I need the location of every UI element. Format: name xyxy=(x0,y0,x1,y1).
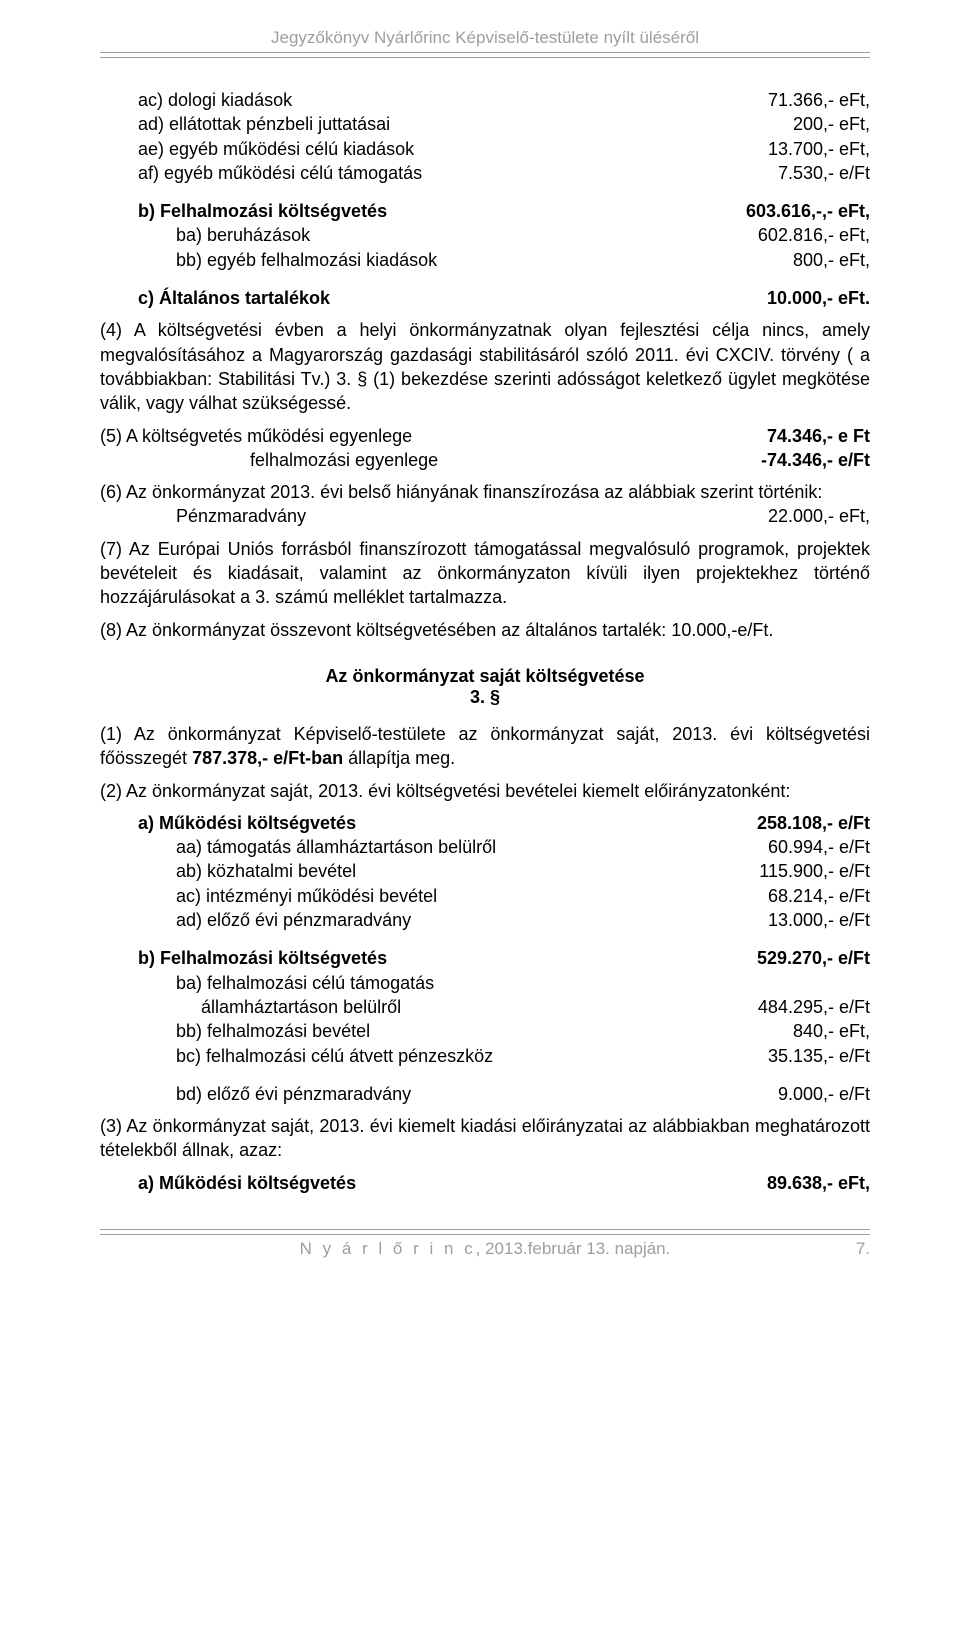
footer-date: , 2013.február 13. napján. xyxy=(476,1239,671,1258)
row-value: 115.900,- e/Ft xyxy=(759,859,870,883)
paragraph-4: (4) A költségvetési évben a helyi önkorm… xyxy=(100,318,870,415)
row-value: 74.346,- e Ft xyxy=(767,424,870,448)
row-value: 60.994,- e/Ft xyxy=(768,835,870,859)
row-label: c) Általános tartalékok xyxy=(138,286,330,310)
footer: N y á r l ő r i n c, 2013.február 13. na… xyxy=(100,1229,870,1259)
s1-amount: 787.378,- e/Ft-ban xyxy=(192,748,343,768)
s2-b-rows: ba) felhalmozási célú támogatás államház… xyxy=(100,971,870,1068)
row-value: -74.346,- e/Ft xyxy=(761,448,870,472)
header-divider xyxy=(100,52,870,58)
row-6-penzmaradvany: Pénzmaradvány 22.000,- eFt, xyxy=(100,504,870,528)
s2-a-header: a) Működési költségvetés 258.108,- e/Ft xyxy=(100,811,870,835)
row-label: ad) előző évi pénzmaradvány xyxy=(176,908,411,932)
s2-b-header: b) Felhalmozási költségvetés 529.270,- e… xyxy=(100,946,870,970)
row-label: felhalmozási egyenlege xyxy=(250,448,438,472)
row-label: ba) felhalmozási célú támogatás xyxy=(176,971,434,995)
section-number: 3. § xyxy=(100,687,870,708)
row-label: Pénzmaradvány xyxy=(176,504,306,528)
row-value: 13.700,- eFt, xyxy=(768,137,870,161)
row-value: 529.270,- e/Ft xyxy=(757,946,870,970)
row-value: 71.366,- eFt, xyxy=(768,88,870,112)
row-label: (5) A költségvetés működési egyenlege xyxy=(100,424,412,448)
b-felhalmozasi-header: b) Felhalmozási költségvetés 603.616,-,-… xyxy=(100,199,870,223)
paragraph-s2: (2) Az önkormányzat saját, 2013. évi köl… xyxy=(100,779,870,803)
paragraph-8: (8) Az önkormányzat összevont költségvet… xyxy=(100,618,870,642)
row-value: 10.000,- eFt. xyxy=(767,286,870,310)
row-label: b) Felhalmozási költségvetés xyxy=(138,946,387,970)
s1-text-c: állapítja meg. xyxy=(343,748,455,768)
cost-block-ac-af: ac) dologi kiadások 71.366,- eFt, ad) ell… xyxy=(100,88,870,185)
s3-a-header: a) Működési költségvetés 89.638,- eFt, xyxy=(100,1171,870,1195)
row-label: bc) felhalmozási célú átvett pénzeszköz xyxy=(176,1044,493,1068)
paragraph-7: (7) Az Európai Uniós forrásból finanszír… xyxy=(100,537,870,610)
row-5: (5) A költségvetés működési egyenlege 74… xyxy=(100,424,870,448)
row-value: 484.295,- e/Ft xyxy=(758,995,870,1019)
row-label: ba) beruházások xyxy=(176,223,310,247)
row-label: ac) dologi kiadások xyxy=(138,88,292,112)
footer-center: N y á r l ő r i n c, 2013.február 13. na… xyxy=(140,1239,830,1259)
row-label: aa) támogatás államháztartáson belülről xyxy=(176,835,496,859)
row-value: 602.816,- eFt, xyxy=(758,223,870,247)
row-value: 800,- eFt, xyxy=(793,248,870,272)
footer-town-name: N y á r l ő r i n c xyxy=(300,1239,476,1258)
row-value: 603.616,-,- eFt, xyxy=(746,199,870,223)
paragraph-s1: (1) Az önkormányzat Képviselő-testülete … xyxy=(100,722,870,771)
c-altalanos-row: c) Általános tartalékok 10.000,- eFt. xyxy=(100,286,870,310)
ba-bb-rows: ba) beruházások 602.816,- eFt, bb) egyéb … xyxy=(100,223,870,272)
page-number: 7. xyxy=(830,1239,870,1259)
row-label: ac) intézményi működési bevétel xyxy=(176,884,437,908)
row-label: államháztartáson belülről xyxy=(176,995,401,1019)
row-value: 22.000,- eFt, xyxy=(768,504,870,528)
row-value: 258.108,- e/Ft xyxy=(757,811,870,835)
row-label: ad) ellátottak pénzbeli juttatásai xyxy=(138,112,390,136)
row-label: af) egyéb működési célú támogatás xyxy=(138,161,422,185)
page-header: Jegyzőkönyv Nyárlőrinc Képviselő-testüle… xyxy=(100,28,870,48)
row-label: bb) felhalmozási bevétel xyxy=(176,1019,370,1043)
section-title-text: Az önkormányzat saját költségvetése xyxy=(100,666,870,687)
row-value: 68.214,- e/Ft xyxy=(768,884,870,908)
row-value: 9.000,- e/Ft xyxy=(778,1082,870,1106)
row-label: a) Működési költségvetés xyxy=(138,811,356,835)
row-label: bd) előző évi pénzmaradvány xyxy=(176,1082,411,1106)
row-value: 200,- eFt, xyxy=(793,112,870,136)
row-label: a) Működési költségvetés xyxy=(138,1171,356,1195)
row-label: bb) egyéb felhalmozási kiadások xyxy=(176,248,437,272)
row-label: ae) egyéb működési célú kiadások xyxy=(138,137,414,161)
section-title: Az önkormányzat saját költségvetése 3. § xyxy=(100,666,870,708)
row-5b: felhalmozási egyenlege -74.346,- e/Ft xyxy=(100,448,870,472)
row-value: 840,- eFt, xyxy=(793,1019,870,1043)
row-value: 35.135,- e/Ft xyxy=(768,1044,870,1068)
row-label: ab) közhatalmi bevétel xyxy=(176,859,356,883)
row-value: 7.530,- e/Ft xyxy=(778,161,870,185)
paragraph-6: (6) Az önkormányzat 2013. évi belső hián… xyxy=(100,480,870,504)
s2-a-rows: aa) támogatás államháztartáson belülről 6… xyxy=(100,835,870,932)
row-value: 13.000,- e/Ft xyxy=(768,908,870,932)
row-label: b) Felhalmozási költségvetés xyxy=(138,199,387,223)
paragraph-s3: (3) Az önkormányzat saját, 2013. évi kie… xyxy=(100,1114,870,1163)
s2-bd-row: bd) előző évi pénzmaradvány 9.000,- e/Ft xyxy=(100,1082,870,1106)
row-value: 89.638,- eFt, xyxy=(767,1171,870,1195)
